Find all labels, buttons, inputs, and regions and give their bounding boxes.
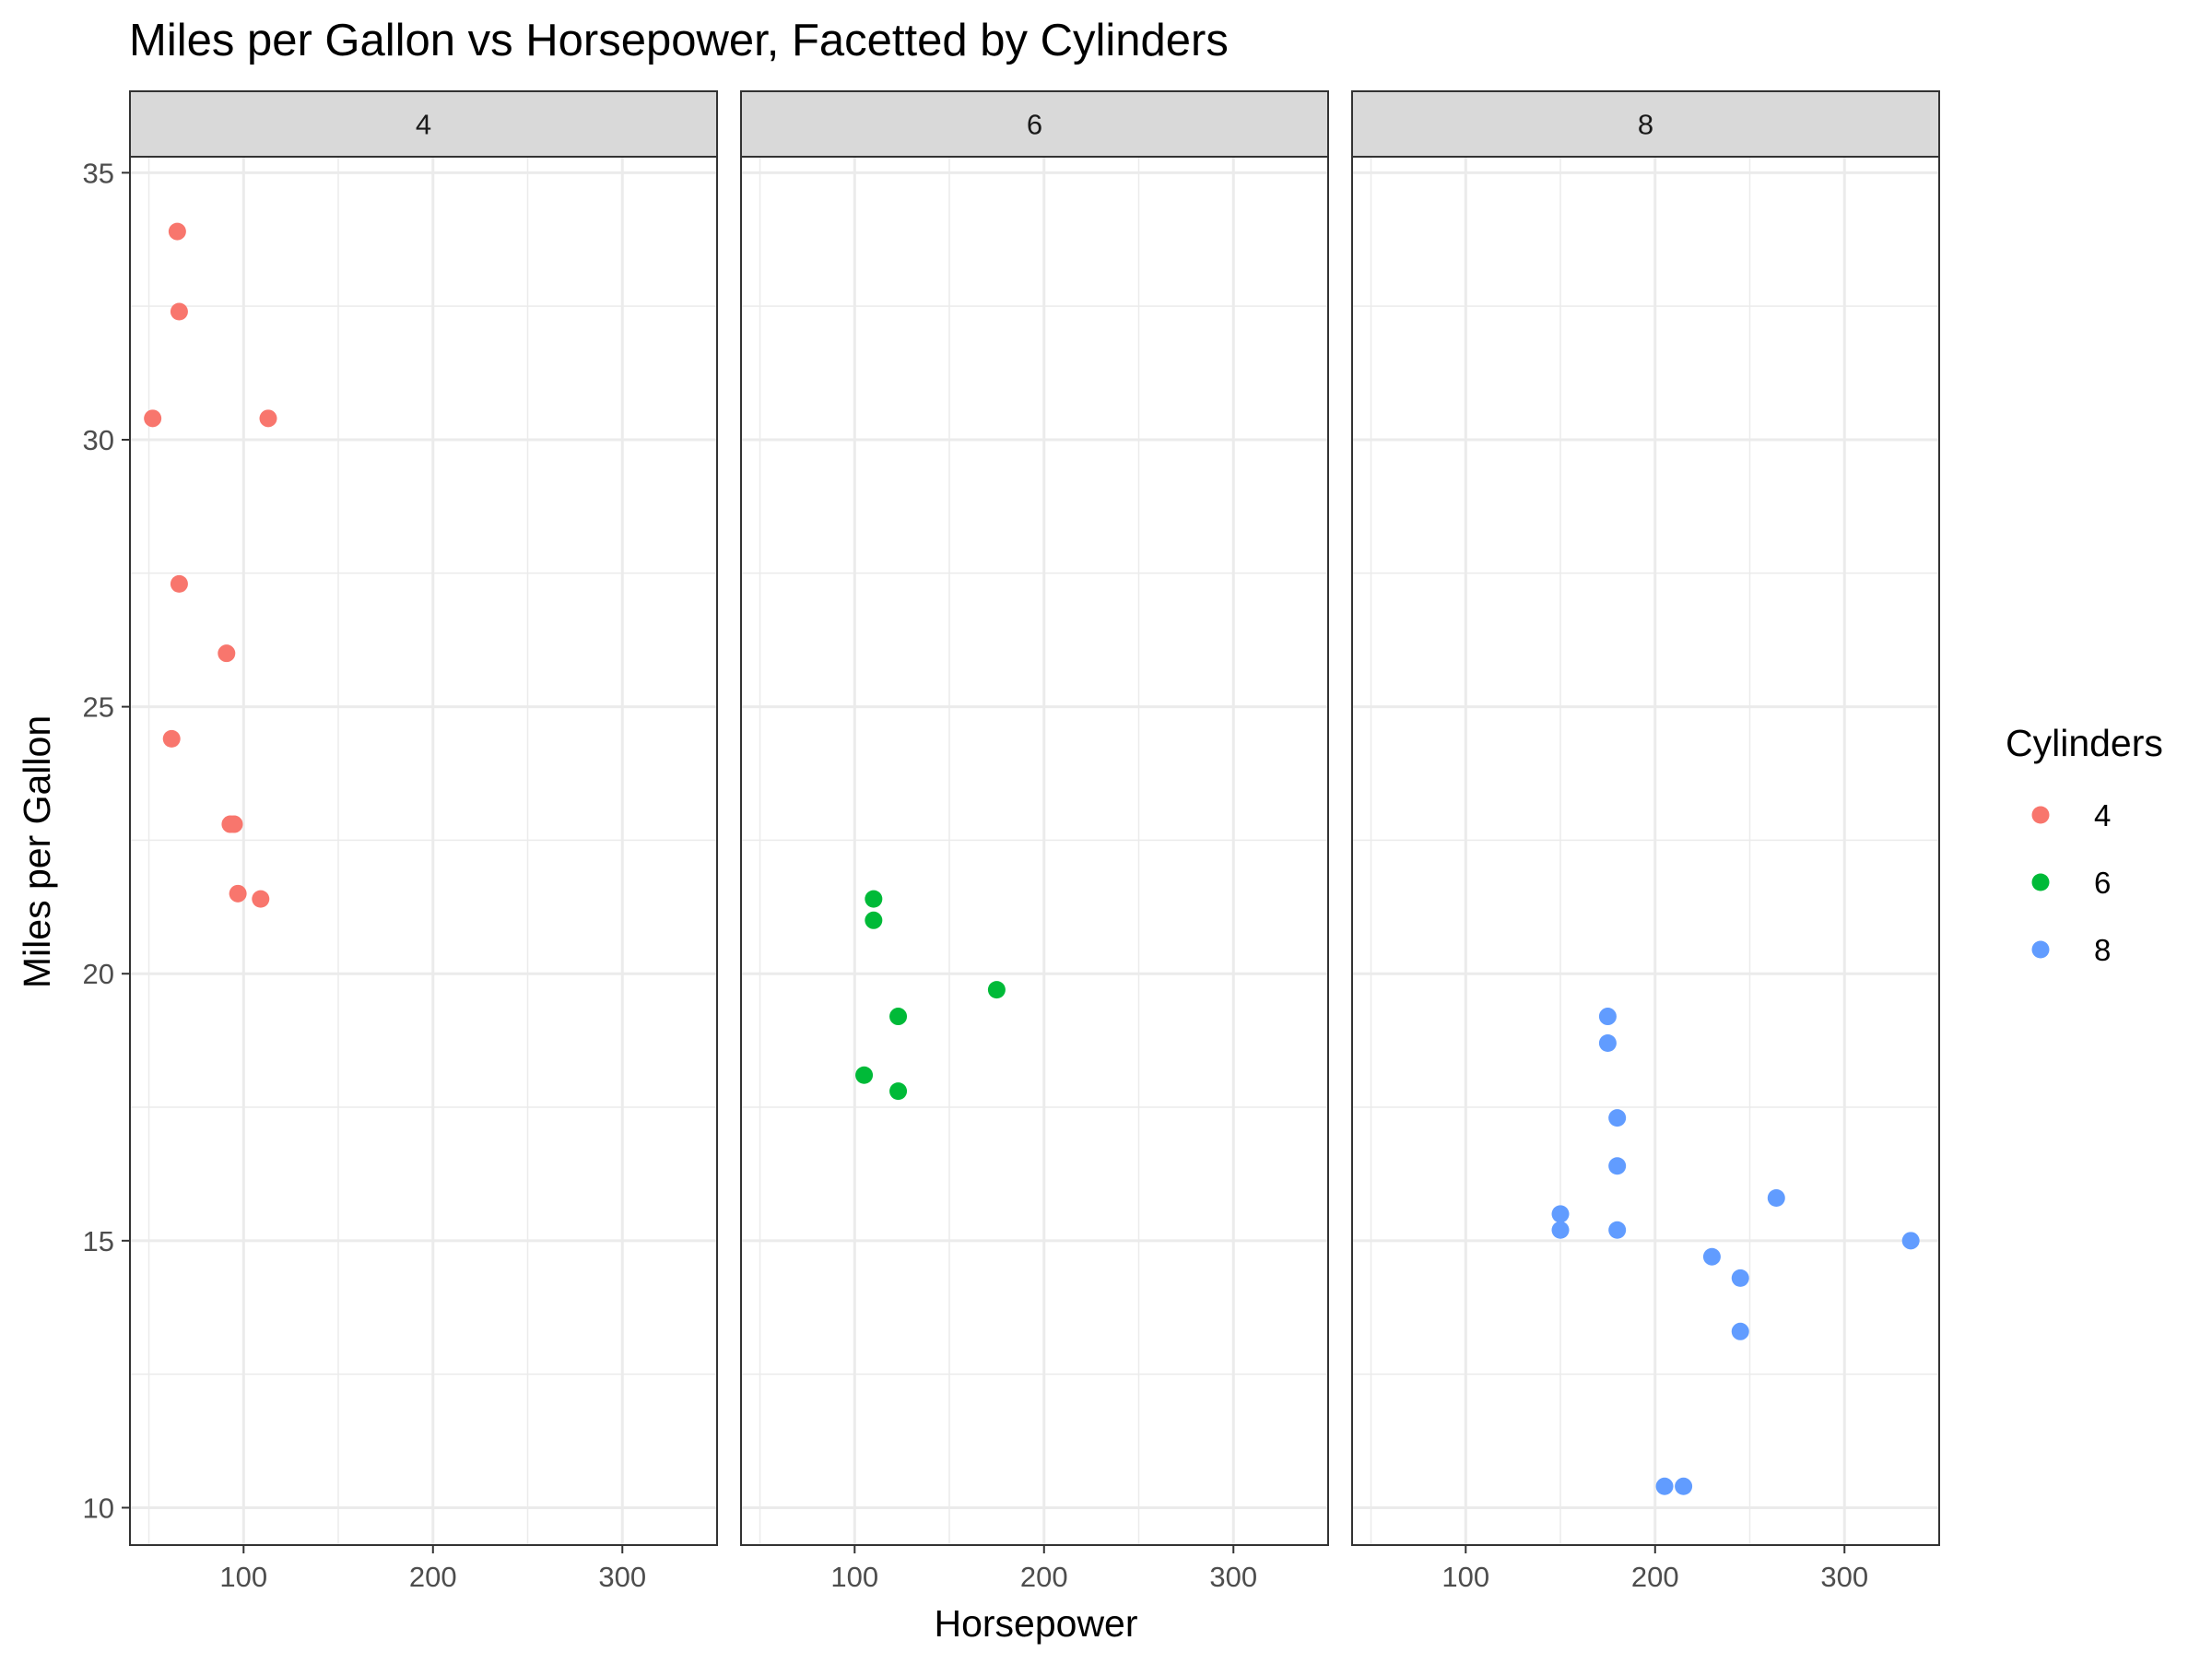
y-tick-label: 35	[83, 157, 114, 189]
data-point	[170, 302, 188, 321]
x-tick-label: 200	[409, 1561, 457, 1593]
legend-label-4: 4	[2094, 798, 2111, 832]
x-tick-label: 100	[219, 1561, 267, 1593]
legend-key-8	[2031, 940, 2050, 959]
data-point	[229, 884, 247, 903]
panel-background	[1352, 157, 1939, 1545]
data-point	[1551, 1221, 1570, 1239]
y-axis: 10 15 20 25 30 35	[83, 157, 130, 1524]
legend-label-8: 8	[2094, 933, 2111, 967]
legend-title: Cylinders	[2006, 722, 2163, 764]
y-tick-label: 25	[83, 691, 114, 724]
facet-panel-4: 4 100 200 300	[129, 90, 718, 1593]
facet-panel-6: 6 100 200 300	[740, 90, 1329, 1593]
x-tick-label: 100	[1441, 1561, 1489, 1593]
data-point	[144, 409, 162, 428]
y-tick-label: 30	[83, 424, 114, 456]
data-point	[252, 890, 270, 908]
facet-panels: 4 100 200 300 6 100 200 300 8 100 200 300	[129, 90, 1940, 1593]
data-point	[889, 1082, 908, 1101]
x-tick-label: 300	[1820, 1561, 1868, 1593]
y-tick-label: 10	[83, 1492, 114, 1524]
data-point	[1598, 1034, 1617, 1053]
legend-key-6	[2031, 873, 2050, 891]
data-point	[259, 409, 277, 428]
data-point	[225, 815, 243, 833]
data-point	[1901, 1232, 1920, 1250]
data-point	[1551, 1205, 1570, 1223]
x-tick-label: 200	[1631, 1561, 1679, 1593]
legend: Cylinders 4 6 8	[2006, 722, 2163, 967]
facet-strip-label: 6	[1027, 109, 1042, 141]
data-point	[1767, 1189, 1785, 1207]
facet-panel-8: 8 100 200 300	[1351, 90, 1940, 1593]
data-point	[865, 890, 883, 908]
data-point	[168, 222, 186, 241]
data-point	[855, 1066, 874, 1084]
facet-strip-label: 8	[1638, 109, 1653, 141]
panel-background	[741, 157, 1328, 1545]
data-point	[162, 729, 181, 748]
facet-strip	[740, 90, 1329, 158]
legend-key-4	[2031, 806, 2050, 824]
panel-background	[130, 157, 717, 1545]
facet-strip	[129, 90, 718, 158]
data-point	[1731, 1269, 1749, 1287]
data-point	[1702, 1247, 1721, 1266]
y-tick-label: 15	[83, 1225, 114, 1257]
y-tick-label: 20	[83, 958, 114, 990]
x-tick-label: 200	[1020, 1561, 1068, 1593]
x-tick-label: 300	[598, 1561, 646, 1593]
data-point	[889, 1008, 908, 1026]
facet-strip-label: 4	[416, 109, 431, 141]
chart-title: Miles per Gallon vs Horsepower, Facetted…	[129, 16, 1229, 65]
facet-strip	[1351, 90, 1940, 158]
data-point	[1731, 1322, 1749, 1340]
x-tick-label: 100	[830, 1561, 878, 1593]
legend-label-6: 6	[2094, 866, 2111, 900]
data-point	[1655, 1477, 1674, 1495]
data-point	[1675, 1477, 1693, 1495]
data-point	[1598, 1008, 1617, 1026]
y-axis-title: Miles per Gallon	[16, 715, 58, 988]
data-point	[218, 644, 236, 663]
data-point	[170, 574, 188, 593]
data-point	[1608, 1109, 1627, 1127]
x-tick-label: 300	[1209, 1561, 1257, 1593]
data-point	[1608, 1221, 1627, 1239]
data-point	[1608, 1157, 1627, 1175]
x-axis-title: Horsepower	[934, 1602, 1137, 1645]
data-point	[987, 981, 1006, 999]
data-point	[865, 911, 883, 929]
